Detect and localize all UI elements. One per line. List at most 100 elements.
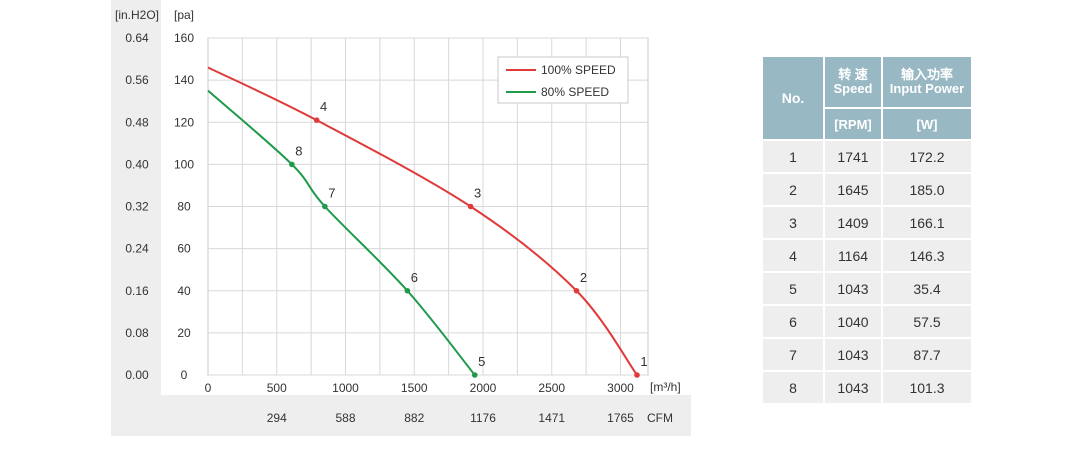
x-tick-cfm: 882 — [404, 411, 424, 425]
legend-label-1: 100% SPEED — [541, 63, 616, 77]
y-tick-pa: 0 — [181, 368, 188, 382]
table-row: 8 1043 101.3 — [763, 370, 971, 403]
cell-power: 101.3 — [883, 370, 971, 403]
cell-speed: 1741 — [825, 139, 881, 172]
series-line-speed-80 — [207, 89, 476, 376]
cell-speed: 1043 — [825, 271, 881, 304]
data-label-8: 8 — [295, 143, 302, 158]
data-label-1: 1 — [640, 354, 647, 369]
axis-panel-left — [111, 0, 161, 436]
x-tick-m3h: 500 — [267, 381, 287, 395]
performance-table: No. 转 速 Speed 输入功率 Input Power [RPM] [W]… — [761, 57, 973, 403]
header-speed: 转 速 Speed — [825, 57, 881, 107]
data-point-8 — [289, 161, 295, 168]
cell-speed: 1043 — [825, 337, 881, 370]
data-point-4 — [313, 117, 320, 123]
x-tick-cfm: 588 — [335, 411, 355, 425]
x-tick-m3h: 1000 — [332, 381, 359, 395]
y-tick-inh2o: 0.24 — [125, 242, 149, 256]
data-label-5: 5 — [478, 354, 485, 369]
y-tick-pa: 80 — [177, 200, 191, 214]
cell-no: 8 — [763, 370, 823, 403]
cell-speed: 1043 — [825, 370, 881, 403]
data-point-3 — [467, 203, 474, 210]
table-row: 6 1040 57.5 — [763, 304, 971, 337]
y-tick-pa: 60 — [177, 242, 191, 256]
cell-power: 35.4 — [883, 271, 971, 304]
table-header-row: No. 转 速 Speed 输入功率 Input Power — [763, 57, 971, 139]
data-label-4: 4 — [320, 99, 327, 114]
data-point-7 — [322, 203, 328, 210]
legend-box — [497, 56, 629, 104]
x-tick-m3h: 3000 — [607, 381, 634, 395]
y-tick-inh2o: 0.32 — [125, 200, 149, 214]
cell-no: 1 — [763, 139, 823, 172]
table-row: 1 1741 172.2 — [763, 139, 971, 172]
table-body: 1 1741 172.2 2 1645 185.0 3 1409 166.1 4 1164 146.3… — [763, 139, 971, 403]
cell-no: 3 — [763, 205, 823, 238]
y-tick-pa: 100 — [174, 157, 194, 171]
unit-label-pa: [pa] — [174, 8, 194, 22]
unit-label-inh2o: [in.H2O] — [115, 8, 159, 22]
cell-no: 4 — [763, 238, 823, 271]
data-point-1 — [634, 372, 640, 378]
unit-speed: [RPM] — [825, 107, 881, 139]
x-tick-m3h: 1500 — [401, 381, 428, 395]
unit-power: [W] — [883, 107, 971, 139]
header-speed-en: Speed — [833, 81, 873, 96]
cell-power: 57.5 — [883, 304, 971, 337]
y-tick-inh2o: 0.16 — [125, 284, 149, 298]
y-tick-inh2o: 0.08 — [125, 326, 149, 340]
cell-power: 87.7 — [883, 337, 971, 370]
y-tick-inh2o: 0.56 — [125, 73, 149, 87]
y-tick-pa: 160 — [174, 31, 194, 45]
cell-speed: 1645 — [825, 172, 881, 205]
header-power-en: Input Power — [889, 81, 965, 96]
cell-power: 185.0 — [883, 172, 971, 205]
data-label-2: 2 — [580, 270, 587, 285]
cell-no: 2 — [763, 172, 823, 205]
data-label-6: 6 — [411, 270, 418, 285]
header-speed-zh: 转 速 — [838, 67, 868, 82]
table-row: 5 1043 35.4 — [763, 271, 971, 304]
cell-speed: 1040 — [825, 304, 881, 337]
cell-power: 146.3 — [883, 238, 971, 271]
y-tick-pa: 20 — [177, 326, 191, 340]
y-tick-pa: 140 — [174, 73, 194, 87]
unit-label-cfm: CFM — [647, 411, 673, 425]
x-tick-m3h: 2000 — [470, 381, 497, 395]
table-unit-row: [RPM] [W] — [763, 107, 971, 139]
y-tick-pa: 120 — [174, 115, 194, 129]
y-tick-pa: 40 — [177, 284, 191, 298]
header-power-zh: 输入功率 — [900, 67, 953, 82]
x-tick-m3h: 2500 — [538, 381, 565, 395]
header-no: No. — [763, 57, 823, 139]
cell-power: 172.2 — [883, 139, 971, 172]
data-point-5 — [471, 372, 478, 378]
axis-panel-bottom — [111, 395, 691, 436]
y-tick-inh2o: 0.40 — [125, 157, 149, 171]
legend-label-2: 80% SPEED — [541, 85, 609, 99]
data-label-7: 7 — [328, 186, 335, 201]
cell-no: 7 — [763, 337, 823, 370]
cell-speed: 1164 — [825, 238, 881, 271]
table-row: 7 1043 87.7 — [763, 337, 971, 370]
table-row: 2 1645 185.0 — [763, 172, 971, 205]
data-point-6 — [404, 287, 411, 294]
cell-no: 5 — [763, 271, 823, 304]
cell-power: 166.1 — [883, 205, 971, 238]
chart-svg: [in.H2O] [pa][m³/h]CFM1600.641400.561200.… — [111, 0, 691, 436]
fan-performance-chart: [in.H2O] [pa] [m³/h] CFM 160 0.64 140 0.56 120 0.… — [111, 0, 691, 436]
cell-speed: 1409 — [825, 205, 881, 238]
table-row: 4 1164 146.3 — [763, 238, 971, 271]
data-label-3: 3 — [474, 186, 481, 201]
y-tick-inh2o: 0.64 — [125, 31, 149, 45]
x-tick-cfm: 1765 — [607, 411, 634, 425]
y-tick-inh2o: 0.00 — [125, 368, 149, 382]
unit-label-m3h: [m³/h] — [650, 380, 681, 394]
x-tick-cfm: 1176 — [470, 411, 496, 425]
x-tick-cfm: 1471 — [538, 411, 565, 425]
cell-no: 6 — [763, 304, 823, 337]
y-tick-inh2o: 0.48 — [125, 115, 149, 129]
x-tick-cfm: 294 — [267, 411, 287, 425]
